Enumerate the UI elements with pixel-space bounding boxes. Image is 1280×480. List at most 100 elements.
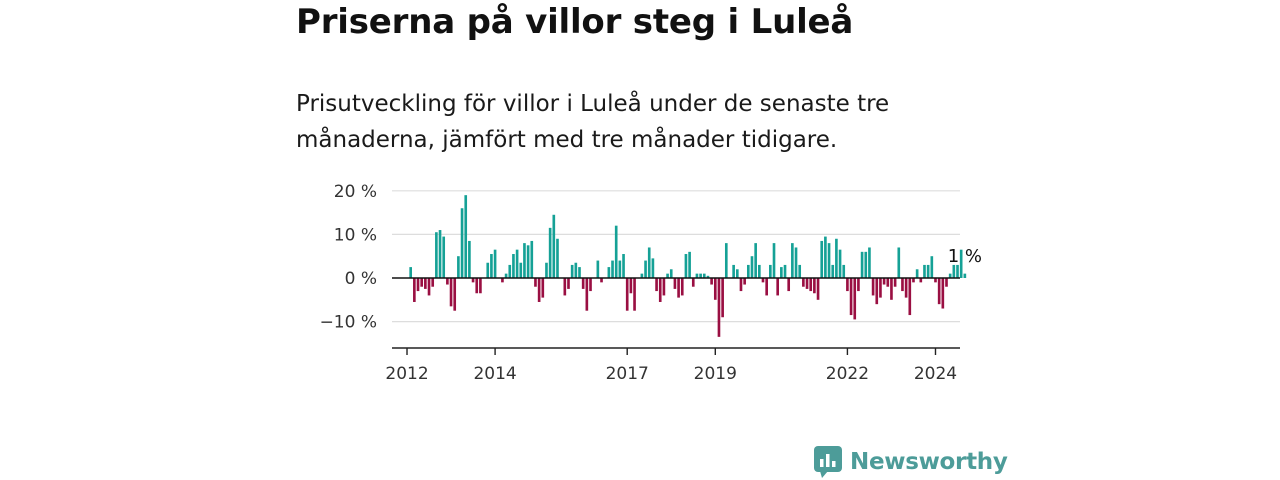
bar xyxy=(713,278,717,300)
bar xyxy=(857,278,860,292)
bar xyxy=(556,238,559,278)
bar xyxy=(460,208,464,278)
bar xyxy=(798,264,802,278)
bar xyxy=(435,232,438,278)
bar xyxy=(794,247,798,278)
x-axis: 2012 2014 2017 2019 2022 2024 xyxy=(385,347,960,384)
bar xyxy=(754,243,757,278)
bar xyxy=(879,278,882,298)
bar xyxy=(710,278,713,285)
bar xyxy=(644,260,647,278)
bar xyxy=(530,240,534,278)
bar xyxy=(871,278,875,296)
bar xyxy=(640,273,644,278)
bar xyxy=(809,278,813,292)
bar xyxy=(611,260,614,278)
bar xyxy=(717,278,721,337)
bar xyxy=(769,264,772,278)
bar xyxy=(625,278,629,311)
latest-value-label: 1 % xyxy=(948,246,982,267)
bar xyxy=(413,278,416,302)
bar xyxy=(912,278,915,283)
bar xyxy=(765,278,768,296)
bar xyxy=(552,214,556,278)
bar xyxy=(416,278,420,292)
bar xyxy=(442,236,446,278)
bar xyxy=(486,262,490,278)
bar xyxy=(735,269,739,278)
bar xyxy=(684,254,688,278)
bar xyxy=(431,278,435,287)
bar xyxy=(629,278,633,294)
bar xyxy=(886,278,890,287)
bar xyxy=(464,195,468,278)
bar xyxy=(541,278,545,298)
bar xyxy=(490,254,493,278)
bar xyxy=(574,262,578,278)
bar xyxy=(827,243,831,278)
bar xyxy=(688,251,691,278)
bar xyxy=(622,254,625,278)
bar xyxy=(780,267,783,278)
bar xyxy=(739,278,743,292)
bar xyxy=(802,278,805,287)
bar xyxy=(963,273,967,278)
bar xyxy=(934,278,937,283)
bar xyxy=(523,243,526,278)
bar xyxy=(813,278,816,294)
bar xyxy=(666,273,669,278)
y-tick-label: 10 % xyxy=(334,225,377,245)
bar xyxy=(791,243,794,278)
bar xyxy=(805,278,809,289)
bar xyxy=(673,278,677,289)
bar xyxy=(446,278,449,285)
brand-name: Newsworthy xyxy=(850,449,1008,475)
bar xyxy=(838,249,842,278)
bar xyxy=(651,258,655,278)
bar xyxy=(655,278,658,292)
bar xyxy=(669,269,673,278)
x-tick-label: 2019 xyxy=(694,364,737,384)
bar xyxy=(761,278,765,283)
bar xyxy=(904,278,908,298)
bar xyxy=(589,278,592,292)
bar xyxy=(926,264,930,278)
bar xyxy=(545,262,548,278)
bar xyxy=(783,264,787,278)
bar xyxy=(600,278,603,283)
bar xyxy=(567,278,570,289)
bar xyxy=(508,264,512,278)
bar xyxy=(493,249,497,278)
chart-subtitle: Prisutveckling för villor i Luleå under … xyxy=(296,91,890,153)
bar xyxy=(479,278,482,294)
x-tick-label: 2012 xyxy=(385,364,428,384)
bar xyxy=(614,225,618,278)
bar xyxy=(607,267,611,278)
y-axis-ticks: 20 % 10 % 0 % −10 % xyxy=(320,182,377,333)
newsworthy-logo-icon xyxy=(814,446,842,478)
x-tick-label: 2022 xyxy=(826,364,869,384)
bar xyxy=(702,273,706,278)
bar xyxy=(438,230,442,278)
bar xyxy=(948,273,952,278)
bar xyxy=(772,243,776,278)
bar xyxy=(930,256,934,278)
bar xyxy=(578,267,581,278)
bar xyxy=(890,278,893,300)
bar xyxy=(548,227,552,278)
y-tick-label: 20 % xyxy=(334,182,377,202)
bars xyxy=(409,195,967,337)
brand-logo[interactable]: Newsworthy xyxy=(814,446,1008,478)
bar xyxy=(831,264,835,278)
bar xyxy=(658,278,662,302)
bar xyxy=(835,238,838,278)
bar xyxy=(787,278,791,292)
bar xyxy=(956,264,959,278)
bar xyxy=(677,278,680,298)
bar xyxy=(824,236,827,278)
bar xyxy=(526,245,530,278)
bar xyxy=(457,256,460,278)
bar xyxy=(515,249,519,278)
bar xyxy=(596,260,600,278)
